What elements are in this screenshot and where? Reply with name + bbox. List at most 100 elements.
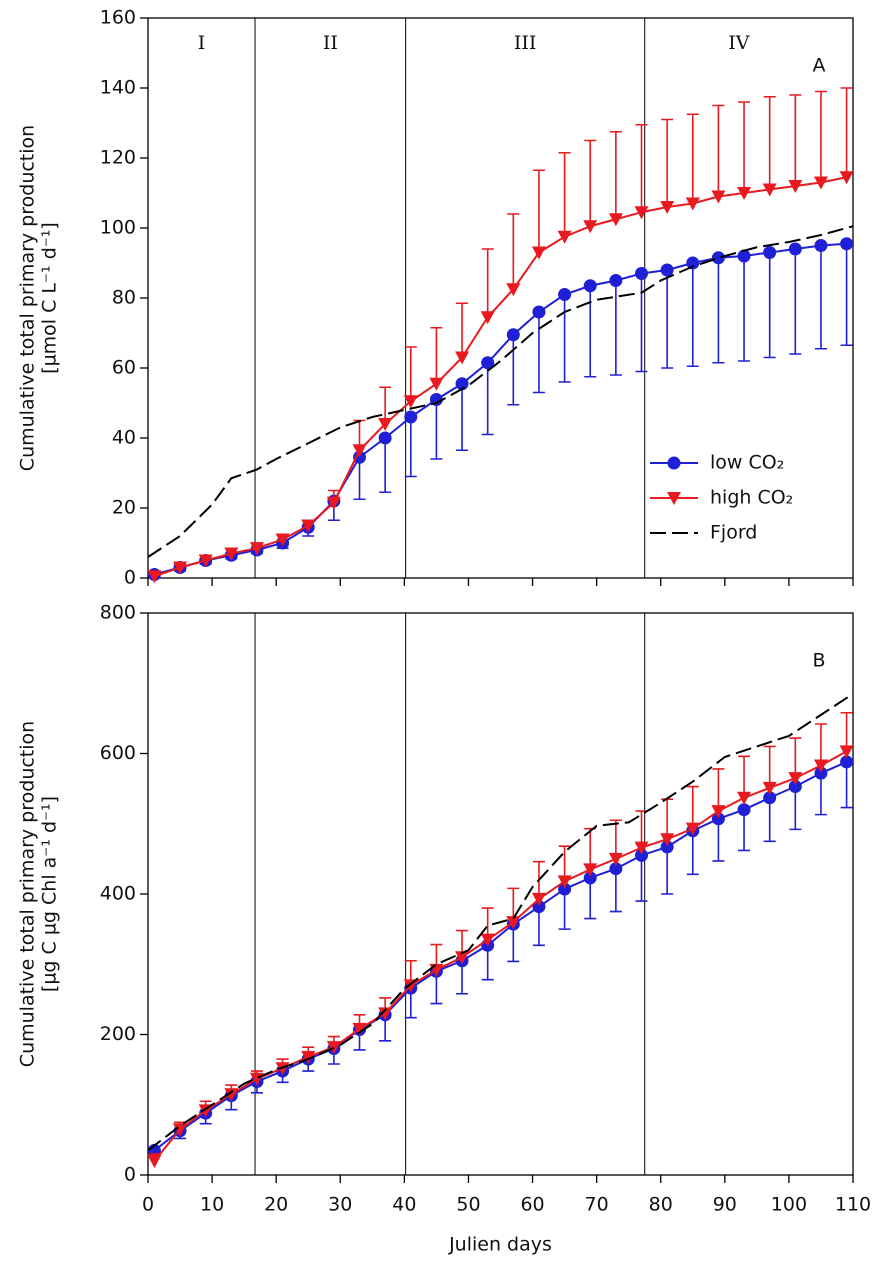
error-bar [686,785,699,829]
data-point [711,190,726,204]
error-bar [738,809,751,852]
data-point [788,180,803,193]
error-bar [686,830,699,876]
legend-label: low CO₂ [710,452,784,474]
phase-label: IV [728,32,750,54]
data-point [609,274,623,287]
data-point [147,1154,162,1168]
error-bar [456,302,469,358]
y-tick-label: 20 [112,497,136,519]
data-point [763,791,777,805]
data-point [635,267,648,280]
data-point [635,848,648,862]
error-bar [840,711,853,752]
y-tick-label: 800 [100,602,136,624]
error-bar [532,169,545,253]
data-point [737,249,751,263]
data-point [558,288,572,301]
y-axis-label: Cumulative total primary production [17,125,39,471]
data-point [531,892,546,906]
error-bar [686,113,699,204]
data-point [224,547,239,561]
data-point [685,197,700,211]
data-point [583,279,597,293]
series-line [154,176,847,578]
y-tick-label: 0 [124,567,136,589]
data-point [352,444,367,458]
panel-label: A [813,55,826,77]
data-point [173,561,188,575]
data-point [173,1123,188,1137]
data-point [352,1022,367,1036]
data-point [660,263,674,277]
y-tick-label: 120 [100,147,136,169]
error-bar [712,818,725,862]
data-point [480,933,495,947]
x-tick-label: 80 [649,1194,673,1216]
x-tick-label: 110 [835,1194,871,1216]
phase-label: III [514,32,537,54]
series-line [153,761,847,1152]
data-point [660,833,675,847]
y-tick-label: 160 [100,7,136,29]
data-point [506,916,521,930]
error-bar [738,101,751,193]
legend-label: high CO₂ [710,487,793,509]
data-point [429,377,444,391]
x-tick-label: 50 [456,1194,480,1216]
data-point [788,780,802,794]
data-point [788,242,802,256]
data-point [583,220,598,234]
error-bar [609,130,622,220]
error-bar [712,768,725,812]
data-point [634,841,649,855]
error-bar [661,798,674,840]
data-point [737,803,751,817]
error-bar [584,877,597,920]
error-bar [840,761,853,809]
error-bar [712,257,725,364]
data-point [685,822,700,836]
data-point [378,418,393,431]
data-point [737,791,752,805]
data-point [840,755,854,769]
data-point [711,805,726,819]
x-axis-label: Julien days [448,1234,552,1256]
data-point [558,882,572,896]
error-bar [763,797,776,843]
y-tick-label: 60 [112,357,136,379]
error-bar [789,737,802,779]
data-point [813,176,828,190]
data-point [814,766,828,780]
error-bar [814,723,827,766]
data-point [711,251,725,265]
error-bar [789,786,802,831]
data-point [224,1088,239,1102]
x-tick-label: 30 [328,1194,352,1216]
error-bar [584,285,597,378]
error-bar [635,855,648,902]
error-bar [763,95,776,190]
error-bar [404,346,417,402]
x-tick-label: 10 [200,1194,224,1216]
data-point [634,206,649,220]
series-line [147,692,854,1152]
y-axis-label: [µmol C L⁻¹ d⁻¹] [39,222,61,374]
error-bar [507,334,520,406]
x-tick-label: 90 [713,1194,737,1216]
error-bar [840,243,853,347]
data-point [557,875,572,889]
data-point [378,1007,393,1021]
error-bar [661,270,674,369]
error-bar [379,438,392,494]
data-point [403,979,418,993]
error-bar [609,280,622,376]
phase-label: II [323,32,338,54]
y-tick-label: 600 [100,742,136,764]
series-line [154,242,847,576]
error-bar [635,123,648,213]
series-line [147,225,854,558]
error-bar [789,94,802,186]
data-point [813,759,828,773]
